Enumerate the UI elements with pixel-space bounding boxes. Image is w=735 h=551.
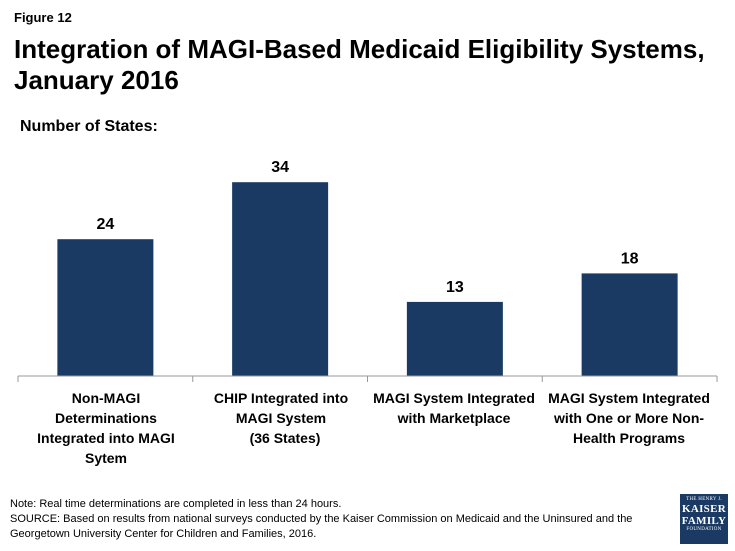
footer-note: Note: Real time determinations are compl… [10,498,342,510]
category-label-4: MAGI System Integrated with One or More … [544,388,714,448]
logo-line-3: FAMILY [681,515,727,527]
data-label-3: 13 [446,279,464,296]
bars-group [57,182,678,376]
value-labels-group: 24 34 13 18 [96,159,638,296]
bar-3 [406,301,503,376]
data-label-1: 24 [96,216,114,233]
logo-line-4: FOUNDATION [686,527,722,532]
category-label-1-text: Non-MAGI Determinations Integrated into … [37,390,175,466]
logo-line-1: THE HENRY J. [686,497,722,502]
chart-subtitle: Number of States: [20,118,158,135]
data-label-4: 18 [621,250,639,267]
bar-1 [57,239,154,376]
kff-logo: THE HENRY J. KAISER FAMILY FOUNDATION [680,494,728,544]
category-label-2-text: CHIP Integrated into MAGI System [213,390,349,426]
figure-label: Figure 12 [14,10,72,25]
footer-source: SOURCE: Based on results from national s… [10,513,633,540]
x-axis-ticks [17,376,718,382]
data-label-2: 34 [271,159,289,176]
category-label-2-subtext: (36 States) [249,430,321,446]
logo-line-2: KAISER [682,503,726,515]
footer-notes: Note: Real time determinations are compl… [10,497,660,542]
bar-4 [581,273,678,376]
bar-2 [232,182,329,376]
category-label-3-text: MAGI System Integrated with Marketplace [373,390,535,426]
category-label-4-text: MAGI System Integrated with One or More … [548,390,710,446]
chart-title: Integration of MAGI-Based Medicaid Eligi… [14,34,705,95]
category-label-3: MAGI System Integrated with Marketplace [369,388,539,428]
category-label-2: CHIP Integrated into MAGI System (36 Sta… [196,388,366,448]
category-label-1: Non-MAGI Determinations Integrated into … [21,388,191,468]
